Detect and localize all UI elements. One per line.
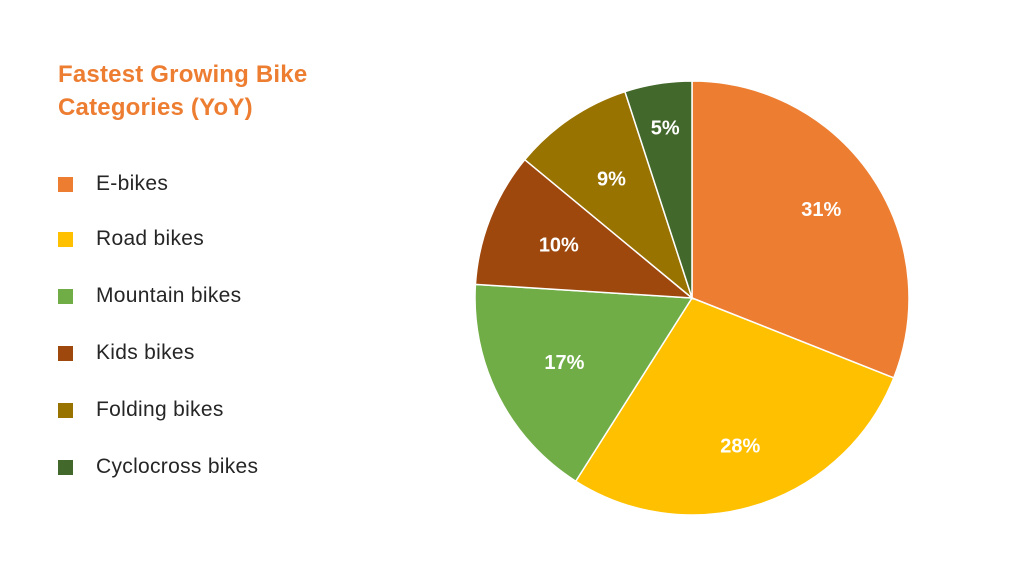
data-label-cyclocross-bikes: 5% bbox=[651, 118, 680, 140]
legend-swatch-kids-bikes bbox=[58, 345, 73, 361]
pie-slice-mountain-bikes bbox=[474, 283, 694, 483]
data-label-road-bikes: 28% bbox=[720, 436, 760, 458]
legend-label-kids-bikes: Kids bikes bbox=[96, 341, 195, 364]
pie-slice-e-bikes bbox=[691, 80, 910, 379]
chart-title-line-1: Fastest Growing Bike bbox=[58, 61, 308, 88]
pie-slice-kids-bikes bbox=[474, 158, 695, 299]
pie-slice-road-bikes bbox=[574, 297, 895, 516]
pie-slice-folding-bikes bbox=[523, 90, 694, 301]
legend-swatch-cyclocross-bikes bbox=[58, 459, 73, 475]
legend-swatch-road-bikes bbox=[58, 231, 73, 247]
legend-swatch-folding-bikes bbox=[58, 402, 73, 418]
chart-title-line-2: Categories (YoY) bbox=[58, 94, 253, 121]
legend-label-folding-bikes: Folding bikes bbox=[96, 398, 224, 421]
data-label-e-bikes: 31% bbox=[801, 199, 841, 221]
legend-item-mountain-bikes: Mountain bikes bbox=[58, 281, 241, 311]
data-label-mountain-bikes: 17% bbox=[544, 352, 584, 374]
legend-swatch-e-bikes bbox=[58, 176, 73, 192]
legend-item-kids-bikes: Kids bikes bbox=[58, 338, 195, 368]
legend-swatch-mountain-bikes bbox=[58, 288, 73, 304]
legend-label-e-bikes: E-bikes bbox=[96, 172, 169, 195]
legend-item-folding-bikes: Folding bikes bbox=[58, 395, 224, 425]
legend-item-e-bikes: E-bikes bbox=[58, 169, 168, 199]
data-label-kids-bikes: 10% bbox=[539, 234, 579, 256]
legend-item-road-bikes: Road bikes bbox=[58, 224, 204, 254]
pie-slice-cyclocross-bikes bbox=[623, 80, 693, 299]
legend-label-road-bikes: Road bikes bbox=[96, 227, 205, 250]
legend-label-mountain-bikes: Mountain bikes bbox=[96, 284, 242, 307]
legend-label-cyclocross-bikes: Cyclocross bikes bbox=[96, 455, 259, 478]
data-label-folding-bikes: 9% bbox=[597, 169, 626, 191]
legend-item-cyclocross-bikes: Cyclocross bikes bbox=[58, 452, 258, 482]
chart-title: Fastest Growing Bike Categories (YoY) bbox=[58, 58, 378, 124]
